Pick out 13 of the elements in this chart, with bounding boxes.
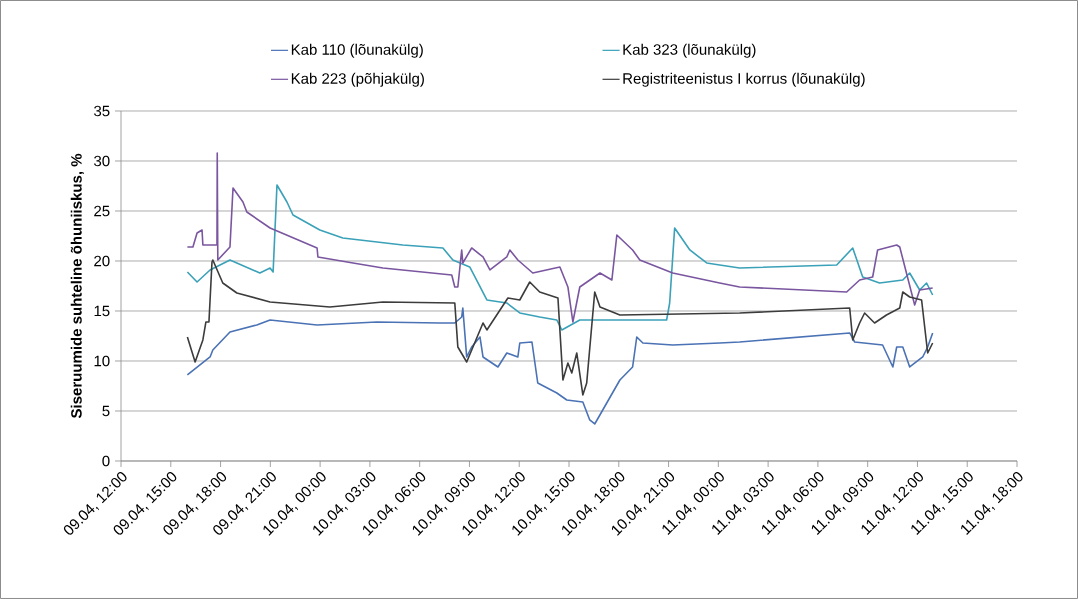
legend-label: Kab 110 (lõunakülg) [291, 43, 423, 58]
y-tick-label: 0 [102, 455, 110, 467]
legend-label: Kab 323 (lõunakülg) [623, 43, 756, 58]
y-axis-title: Siseruumide suhteline õhuniiskus, % [70, 153, 84, 419]
y-tick-label: 25 [94, 205, 110, 217]
y-tick-label: 5 [102, 405, 110, 417]
y-tick-label: 15 [94, 305, 110, 317]
y-tick-label: 10 [94, 355, 110, 367]
legend-label: Kab 223 (põhjakülg) [291, 72, 424, 87]
y-tick-label: 30 [94, 155, 110, 167]
y-tick-label: 20 [94, 255, 110, 267]
legend-label: Registriteenistus I korrus (lõunakülg) [623, 72, 865, 87]
y-tick-label: 35 [94, 105, 110, 117]
